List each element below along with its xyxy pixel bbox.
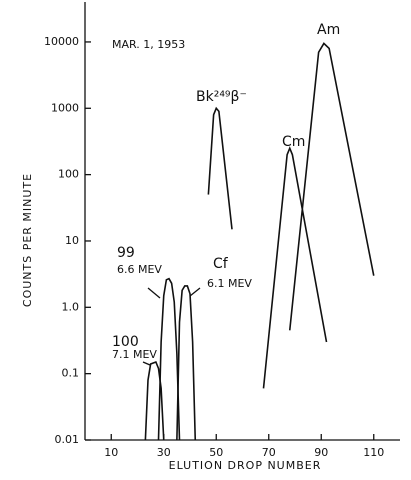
x-axis-label: ELUTION DROP NUMBER bbox=[169, 459, 322, 472]
series-label: Cm bbox=[282, 134, 305, 150]
arrow bbox=[142, 361, 151, 366]
annotation: 7.1 MEV bbox=[112, 348, 157, 361]
annotation: 6.6 MEV bbox=[117, 263, 162, 276]
x-tick-label: 70 bbox=[262, 446, 276, 459]
series-label: Cf bbox=[213, 256, 229, 272]
y-axis-label: COUNTS PER MINUTE bbox=[21, 173, 34, 307]
y-tick-label: 1.0 bbox=[62, 300, 80, 313]
x-tick-label: 110 bbox=[363, 446, 384, 459]
annotation: 6.1 MEV bbox=[207, 277, 252, 290]
series-label: 99 bbox=[117, 245, 135, 261]
y-tick-label: 10000 bbox=[44, 35, 79, 48]
y-tick-label: 100 bbox=[58, 168, 79, 181]
y-tick-label: 0.1 bbox=[62, 367, 80, 380]
annotation: MAR. 1, 1953 bbox=[112, 38, 185, 51]
series-line bbox=[262, 146, 328, 389]
series-line bbox=[207, 106, 233, 230]
arrow bbox=[189, 287, 201, 297]
x-tick-label: 50 bbox=[209, 446, 223, 459]
series-label: Am bbox=[317, 22, 340, 38]
y-tick-label: 1000 bbox=[51, 101, 79, 114]
series-line bbox=[144, 360, 165, 441]
x-tick-label: 10 bbox=[104, 446, 118, 459]
arrows bbox=[142, 287, 201, 366]
series-line bbox=[176, 285, 197, 441]
y-tick-label: 10 bbox=[65, 234, 79, 247]
x-tick-label: 90 bbox=[314, 446, 328, 459]
x-tick-label: 30 bbox=[157, 446, 171, 459]
series-line bbox=[157, 277, 181, 441]
series-line bbox=[288, 42, 375, 331]
y-tick-label: 0.01 bbox=[55, 433, 80, 446]
arrow bbox=[147, 287, 161, 299]
series-label: 100 bbox=[112, 334, 139, 350]
series-label: Bk²⁴⁹β⁻ bbox=[196, 89, 247, 105]
